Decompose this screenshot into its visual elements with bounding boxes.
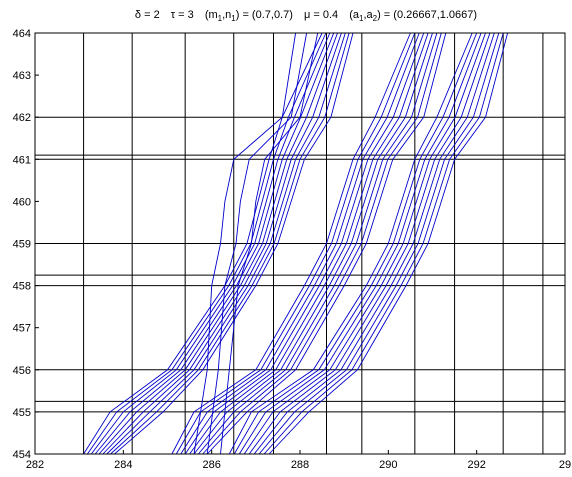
series-line: [263, 32, 504, 455]
series-line: [114, 32, 354, 455]
series-line: [243, 32, 486, 455]
series-line: [253, 32, 495, 455]
series-line: [102, 32, 342, 455]
title-mn-sub1: 1: [218, 14, 223, 23]
series-line: [175, 32, 416, 455]
series-line: [206, 32, 447, 455]
x-tick-label: 29: [559, 459, 571, 471]
title-a-mid: ,a: [363, 9, 373, 21]
series-line: [233, 32, 478, 455]
y-tick-label: 458: [13, 281, 31, 293]
series-line: [228, 32, 473, 455]
title-mn-post: ) = (0.7,0.7): [236, 9, 293, 21]
y-tick-label: 456: [13, 365, 31, 377]
title-a-sub1: 1: [359, 14, 364, 23]
y-tick-label: 461: [13, 154, 31, 166]
x-tick-label: 284: [114, 459, 132, 471]
x-tick-label: 288: [291, 459, 309, 471]
y-tick-label: 464: [13, 28, 31, 40]
x-tick-label: 286: [202, 459, 220, 471]
series-line: [106, 32, 346, 455]
series-line: [189, 32, 429, 455]
series-line: [238, 32, 482, 455]
y-tick-label: 455: [13, 407, 31, 419]
x-tick-label: 292: [467, 459, 485, 471]
series-lines: [83, 32, 509, 455]
y-tick-label: 460: [13, 196, 31, 208]
series-line: [258, 32, 500, 455]
series-line: [193, 32, 433, 455]
series-line: [90, 32, 331, 455]
series-line: [171, 32, 411, 455]
series-line: [198, 32, 438, 455]
y-tick-label: 454: [13, 449, 31, 461]
series-line: [268, 32, 509, 455]
y-tick-label: 457: [13, 323, 31, 335]
axis-ticks: 282 284 286 288 290 292 29 454 455 456 457 458 459 46…: [13, 28, 571, 471]
series-line: [98, 32, 338, 455]
title-mn-pre: (m: [205, 9, 218, 21]
title-delta: δ = 2: [135, 9, 160, 21]
series-line: [83, 32, 323, 455]
title-mn-sub2: 1: [231, 14, 236, 23]
chart-title: δ = 2 τ = 3 (m1,n1) = (0.7,0.7) μ = 0.4 …: [135, 9, 477, 23]
series-line: [206, 32, 308, 455]
title-a-pre: (a: [349, 9, 360, 21]
y-tick-label: 463: [13, 70, 31, 82]
title-mn-mid: ,n: [222, 9, 231, 21]
y-tick-label: 462: [13, 112, 31, 124]
series-line: [110, 32, 350, 455]
title-a-post: ) = (0.26667,1.0667): [377, 9, 477, 21]
series-line: [94, 32, 335, 455]
series-line: [184, 32, 425, 455]
series-line: [220, 32, 319, 455]
title-mu: μ = 0.4: [304, 9, 338, 21]
x-tick-label: 290: [379, 459, 397, 471]
series-line: [87, 32, 327, 455]
title-tau: τ = 3: [171, 9, 194, 21]
title-a-sub2: 2: [373, 14, 378, 23]
x-tick-label: 282: [26, 459, 44, 471]
series-line: [180, 32, 420, 455]
series-line: [248, 32, 491, 455]
series-line: [193, 32, 297, 455]
series-line: [202, 32, 442, 455]
y-tick-label: 459: [13, 239, 31, 251]
